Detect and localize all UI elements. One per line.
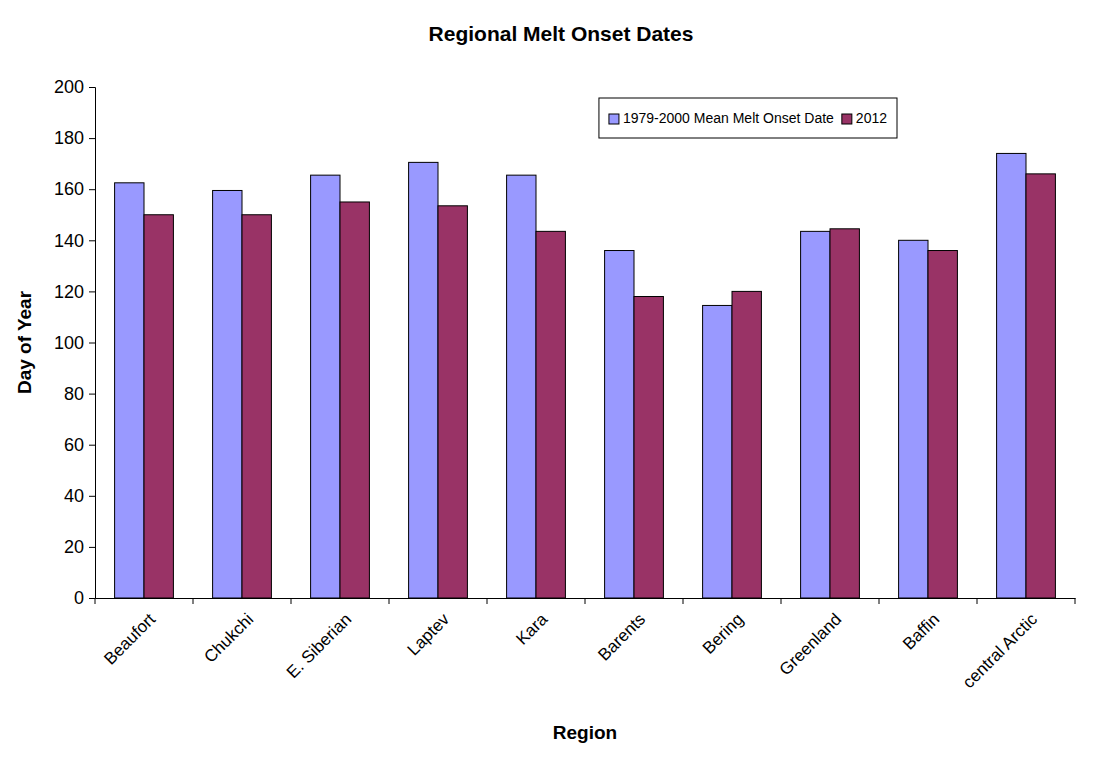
legend-item: 2012 [842, 110, 887, 126]
legend-box [599, 98, 897, 138]
y-tick-mark [89, 87, 95, 88]
x-tick: Laptev [404, 598, 454, 659]
y-tick-mark [89, 394, 95, 395]
x-tick-label: Chukchi [200, 610, 257, 667]
y-tick: 120 [54, 282, 95, 302]
y-tick-label: 180 [54, 128, 84, 148]
bar [340, 202, 369, 598]
bars [115, 153, 1056, 598]
y-tick-mark [89, 547, 95, 548]
x-tick-label: central Arctic [959, 609, 1042, 692]
y-tick-mark [89, 445, 95, 446]
legend-swatch [609, 114, 619, 124]
y-tick-label: 160 [54, 179, 84, 199]
y-tick-label: 40 [64, 486, 84, 506]
x-axis: Beaufort Chukchi E. Siberian Laptev Kara Bare… [96, 598, 1076, 692]
legend: 1979-2000 Mean Melt Onset Date 2012 [599, 98, 897, 138]
x-axis-title: Region [553, 722, 617, 743]
y-tick-label: 140 [54, 231, 84, 251]
x-tick-label: Bering [699, 610, 747, 658]
bar [801, 231, 830, 598]
y-tick: 20 [64, 537, 95, 557]
legend-item: 1979-2000 Mean Melt Onset Date [609, 110, 834, 126]
y-tick-label: 60 [64, 435, 84, 455]
x-tick-label: Laptev [404, 609, 454, 659]
bar [311, 175, 340, 598]
y-tick-label: 100 [54, 333, 84, 353]
x-separators [95, 598, 1075, 604]
bar [536, 231, 565, 598]
x-tick: Chukchi [200, 598, 257, 667]
y-tick-label: 80 [64, 384, 84, 404]
y-tick-mark [89, 291, 95, 292]
y-tick: 60 [64, 435, 95, 455]
x-tick-label: Barents [594, 610, 649, 665]
y-tick: 180 [54, 128, 95, 148]
bar [242, 215, 271, 598]
y-tick: 200 [54, 77, 95, 97]
y-tick: 140 [54, 231, 95, 251]
x-tick-label: Kara [512, 609, 551, 648]
x-tick-label: Greenland [776, 610, 846, 680]
x-tick: central Arctic [959, 598, 1042, 692]
bar [507, 175, 536, 598]
y-tick-mark [89, 138, 95, 139]
chart: 0 20 40 60 80 100 120 140 160 180 200 Beaufort Chukc… [0, 0, 1120, 760]
x-tick-label: E. Siberian [283, 610, 355, 682]
x-axis-line [96, 598, 1076, 599]
y-tick-label: 20 [64, 537, 84, 557]
legend-label: 2012 [856, 110, 887, 126]
y-tick: 100 [54, 333, 95, 353]
x-tick: Barents [594, 598, 649, 665]
bar [703, 305, 732, 598]
x-tick: Beaufort [100, 598, 159, 669]
y-tick-label: 120 [54, 282, 84, 302]
bar [830, 229, 859, 598]
y-tick: 0 [74, 588, 95, 608]
bar [899, 240, 928, 598]
bar [213, 190, 242, 598]
x-tick: Greenland [776, 598, 846, 679]
y-tick-mark [89, 189, 95, 190]
bar [1026, 174, 1055, 598]
legend-swatch [842, 114, 852, 124]
x-tick: E. Siberian [283, 598, 355, 682]
bar [115, 183, 144, 598]
y-axis: 0 20 40 60 80 100 120 140 160 180 200 [54, 77, 96, 608]
y-tick: 80 [64, 384, 95, 404]
x-tick: Bering [699, 598, 747, 658]
y-tick: 40 [64, 486, 95, 506]
legend-label: 1979-2000 Mean Melt Onset Date [623, 110, 834, 126]
series [115, 153, 1026, 598]
x-tick: Kara [512, 598, 551, 649]
x-tick-label: Beaufort [100, 610, 159, 669]
x-tick-label: Baffin [899, 610, 943, 654]
y-tick-label: 200 [54, 77, 84, 97]
bar [144, 215, 173, 598]
bar [409, 162, 438, 598]
bar [438, 206, 467, 598]
bar [634, 297, 663, 598]
y-tick-label: 0 [74, 588, 84, 608]
bar [732, 291, 761, 598]
x-tick: Baffin [899, 598, 943, 654]
y-tick: 160 [54, 179, 95, 199]
y-tick-mark [89, 598, 95, 599]
plot: 0 20 40 60 80 100 120 140 160 180 200 Beaufort Chukc… [54, 77, 1076, 692]
y-axis-title: Day of Year [14, 290, 35, 394]
y-axis-line [89, 88, 96, 599]
series [144, 174, 1055, 598]
title: Regional Melt Onset Dates [429, 22, 694, 45]
bar [928, 251, 957, 598]
y-tick-mark [89, 343, 95, 344]
bar [605, 251, 634, 598]
y-tick-mark [89, 240, 95, 241]
y-tick-mark [89, 496, 95, 497]
bar [997, 153, 1026, 598]
